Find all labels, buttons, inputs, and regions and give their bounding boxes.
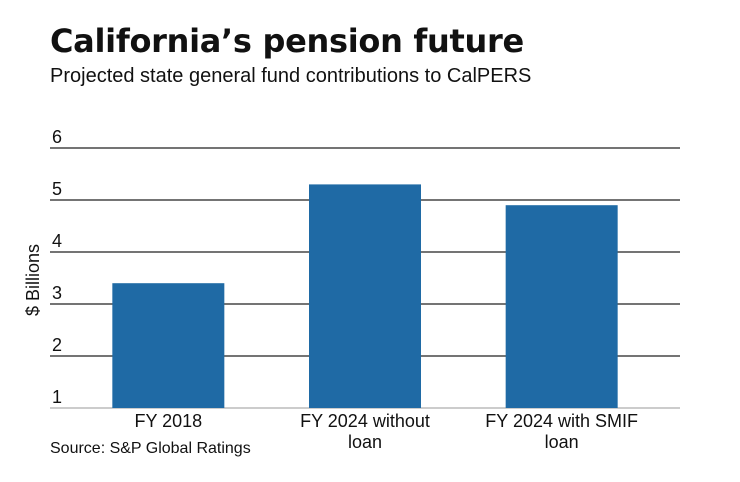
y-tick-label: 3 — [52, 283, 62, 303]
bar-2 — [309, 184, 421, 408]
x-tick-label: FY 2024 without — [300, 411, 430, 431]
y-axis-label: $ Billions — [23, 244, 43, 316]
bar-3 — [505, 205, 618, 408]
x-tick-label: FY 2024 with SMIF — [485, 411, 638, 431]
y-tick-label: 6 — [52, 127, 62, 147]
y-tick-labels: 1 2 3 4 5 6 — [52, 127, 62, 407]
y-tick-label: 4 — [52, 231, 62, 251]
x-tick-label: FY 2018 — [134, 411, 202, 431]
x-tick-label: loan — [348, 432, 382, 452]
chart-title: California’s pension future — [50, 22, 524, 60]
y-tick-label: 5 — [52, 179, 62, 199]
y-tick-label: 2 — [52, 335, 62, 355]
source-note: Source: S&P Global Ratings — [50, 440, 251, 457]
bars — [112, 184, 618, 408]
chart-subtitle: Projected state general fund contributio… — [50, 65, 532, 87]
y-tick-label: 1 — [52, 387, 62, 407]
x-tick-label: loan — [545, 432, 579, 452]
bar-1 — [112, 283, 225, 408]
